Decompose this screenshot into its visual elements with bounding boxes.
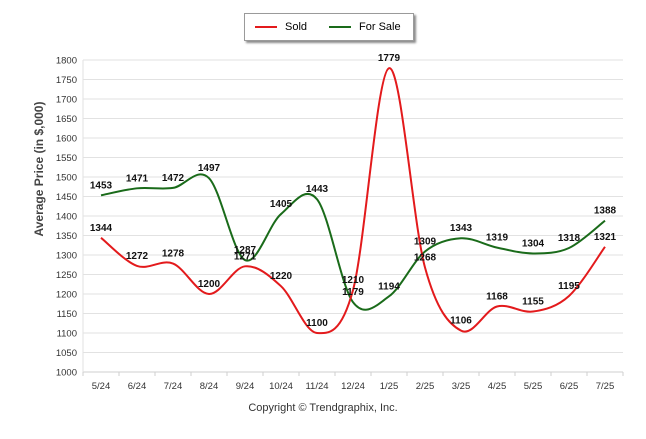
- y-tick-label: 1100: [57, 329, 77, 340]
- data-label-sold: 1200: [198, 279, 221, 290]
- y-tick-label: 1150: [57, 309, 77, 320]
- x-tick-label: 1/25: [380, 381, 399, 392]
- data-label-sold: 1168: [486, 291, 508, 302]
- y-tick-label: 1700: [56, 95, 77, 106]
- data-label-sold: 1100: [306, 318, 328, 329]
- legend-label-for-sale: For Sale: [359, 21, 401, 33]
- data-label-for-sale: 1453: [90, 180, 113, 191]
- data-label-sold: 1278: [162, 249, 185, 260]
- data-label-for-sale: 1497: [198, 163, 221, 174]
- data-label-for-sale: 1388: [594, 206, 617, 217]
- x-tick-label: 7/24: [164, 381, 183, 392]
- data-label-for-sale: 1405: [270, 199, 293, 210]
- y-tick-label: 1050: [56, 348, 77, 359]
- legend-label-sold: Sold: [285, 21, 308, 33]
- y-tick-label: 1750: [56, 75, 77, 86]
- data-label-for-sale: 1304: [522, 238, 545, 249]
- data-label-for-sale: 1318: [558, 233, 581, 244]
- x-tick-label: 10/24: [269, 381, 293, 392]
- data-label-sold: 1220: [270, 271, 293, 282]
- x-tick-label: 9/24: [236, 381, 255, 392]
- data-label-sold: 1210: [342, 275, 365, 286]
- data-label-sold: 1344: [90, 223, 113, 234]
- y-tick-label: 1600: [56, 134, 77, 145]
- data-label-for-sale: 1343: [450, 223, 473, 234]
- legend: Sold For Sale: [244, 13, 414, 41]
- y-tick-label: 1200: [56, 290, 77, 301]
- data-label-sold: 1321: [594, 232, 617, 243]
- x-tick-label: 4/25: [488, 381, 507, 392]
- y-tick-label: 1000: [56, 368, 77, 379]
- legend-swatch-sold: [255, 26, 277, 28]
- data-label-sold: 1271: [234, 251, 257, 262]
- x-tick-label: 5/24: [92, 381, 111, 392]
- series-line-for-sale: [100, 173, 606, 311]
- legend-item-for-sale: For Sale: [329, 21, 413, 33]
- data-label-sold: 1272: [126, 251, 149, 262]
- series-line-sold: [100, 67, 606, 335]
- y-tick-label: 1300: [56, 251, 77, 262]
- y-tick-label: 1250: [56, 270, 77, 281]
- data-label-for-sale: 1472: [162, 173, 185, 184]
- y-tick-label: 1550: [56, 153, 77, 164]
- data-label-for-sale: 1443: [306, 184, 329, 195]
- data-label-for-sale: 1179: [342, 287, 364, 298]
- x-tick-label: 6/24: [128, 381, 147, 392]
- y-tick-label: 1350: [56, 231, 77, 242]
- y-tick-label: 1800: [56, 56, 77, 67]
- copyright-text: Copyright © Trendgraphix, Inc.: [248, 402, 398, 414]
- data-label-for-sale: 1194: [378, 281, 400, 292]
- data-label-for-sale: 1287: [234, 245, 257, 256]
- data-label-for-sale: 1309: [414, 236, 437, 247]
- y-tick-label: 1400: [56, 212, 77, 223]
- x-tick-label: 12/24: [341, 381, 365, 392]
- x-tick-label: 3/25: [452, 381, 471, 392]
- x-tick-label: 5/25: [524, 381, 543, 392]
- legend-swatch-for-sale: [329, 26, 352, 28]
- legend-item-sold: Sold: [255, 21, 319, 33]
- y-tick-label: 1450: [56, 192, 77, 203]
- data-label-for-sale: 1319: [486, 233, 509, 244]
- x-tick-label: 11/24: [305, 381, 328, 392]
- data-label-sold: 1268: [414, 252, 437, 263]
- data-label-sold: 1779: [378, 53, 401, 64]
- data-label-sold: 1155: [522, 297, 544, 308]
- data-label-for-sale: 1471: [126, 173, 149, 184]
- data-label-sold: 1195: [558, 281, 580, 292]
- x-tick-label: 6/25: [560, 381, 579, 392]
- x-tick-label: 2/25: [416, 381, 435, 392]
- x-tick-label: 8/24: [200, 381, 219, 392]
- y-tick-label: 1500: [56, 173, 77, 184]
- y-tick-label: 1650: [56, 114, 77, 125]
- x-tick-label: 7/25: [596, 381, 615, 392]
- data-label-sold: 1106: [450, 316, 472, 327]
- y-axis-title: Average Price (in $,000): [32, 101, 46, 237]
